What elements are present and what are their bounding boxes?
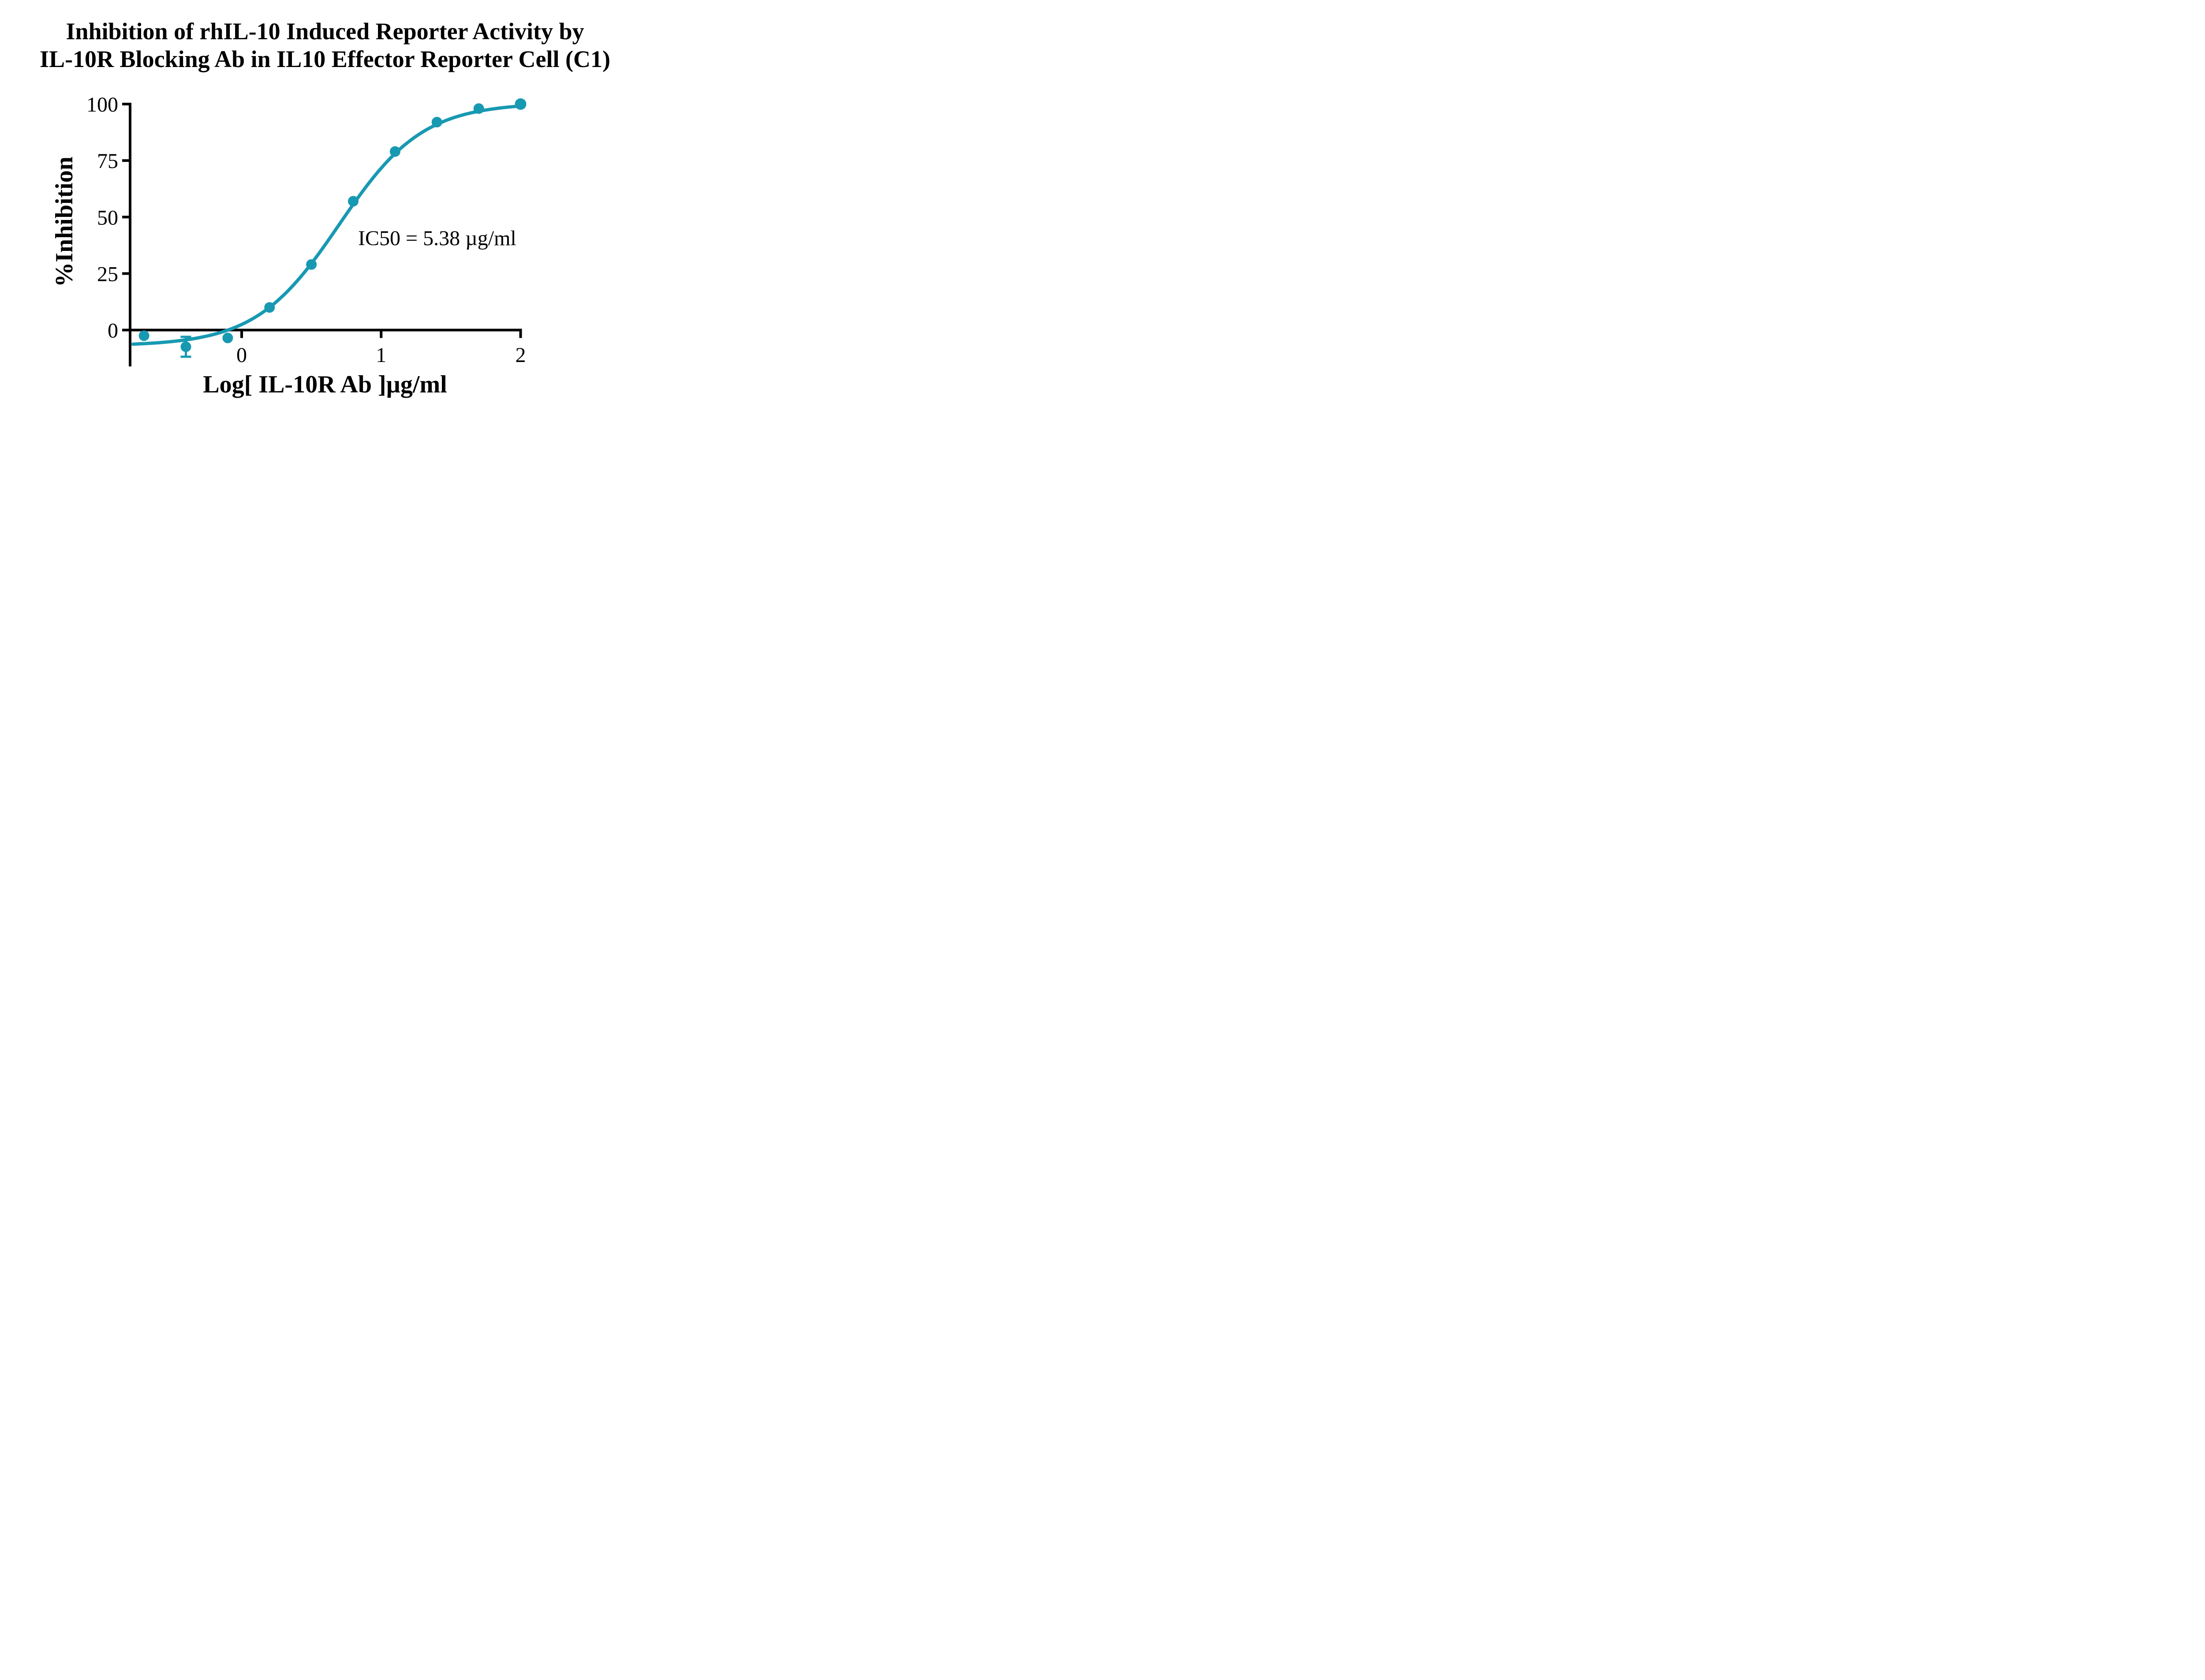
- data-point: [389, 146, 400, 157]
- x-axis-label: Log[ IL-10R Ab ]µg/ml: [203, 371, 447, 398]
- data-point: [180, 341, 191, 352]
- y-tick-label: 25: [97, 262, 118, 286]
- chart-title: Inhibition of rhIL-10 Induced Reporter A…: [0, 18, 650, 73]
- x-tick-label: 0: [236, 343, 247, 367]
- y-tick-label: 50: [97, 206, 118, 229]
- figure: Inhibition of rhIL-10 Induced Reporter A…: [0, 0, 650, 420]
- y-tick-label: 100: [86, 93, 118, 116]
- data-point: [264, 302, 275, 313]
- y-tick-label: 75: [97, 149, 118, 173]
- y-tick-label: 0: [108, 319, 118, 343]
- data-point: [431, 117, 442, 127]
- chart-title-line1: Inhibition of rhIL-10 Induced Reporter A…: [66, 18, 584, 45]
- chart-title-line2: IL-10R Blocking Ab in IL10 Effector Repo…: [40, 46, 610, 72]
- data-point: [222, 332, 233, 343]
- data-series: [131, 98, 527, 358]
- data-point: [306, 259, 317, 270]
- axes: 100 75 50 25 0 0 1 2: [86, 93, 526, 367]
- data-point: [515, 98, 527, 110]
- data-point: [348, 196, 359, 207]
- x-tick-label: 2: [516, 343, 526, 367]
- data-point: [138, 330, 149, 341]
- dose-response-chart: 100 75 50 25 0 0 1 2 IC50 = 5.38 µg/ml: [86, 93, 527, 367]
- ic50-annotation: IC50 = 5.38 µg/ml: [358, 227, 516, 250]
- x-tick-label: 1: [376, 343, 386, 367]
- data-point: [473, 103, 484, 114]
- fit-curve: [131, 104, 523, 346]
